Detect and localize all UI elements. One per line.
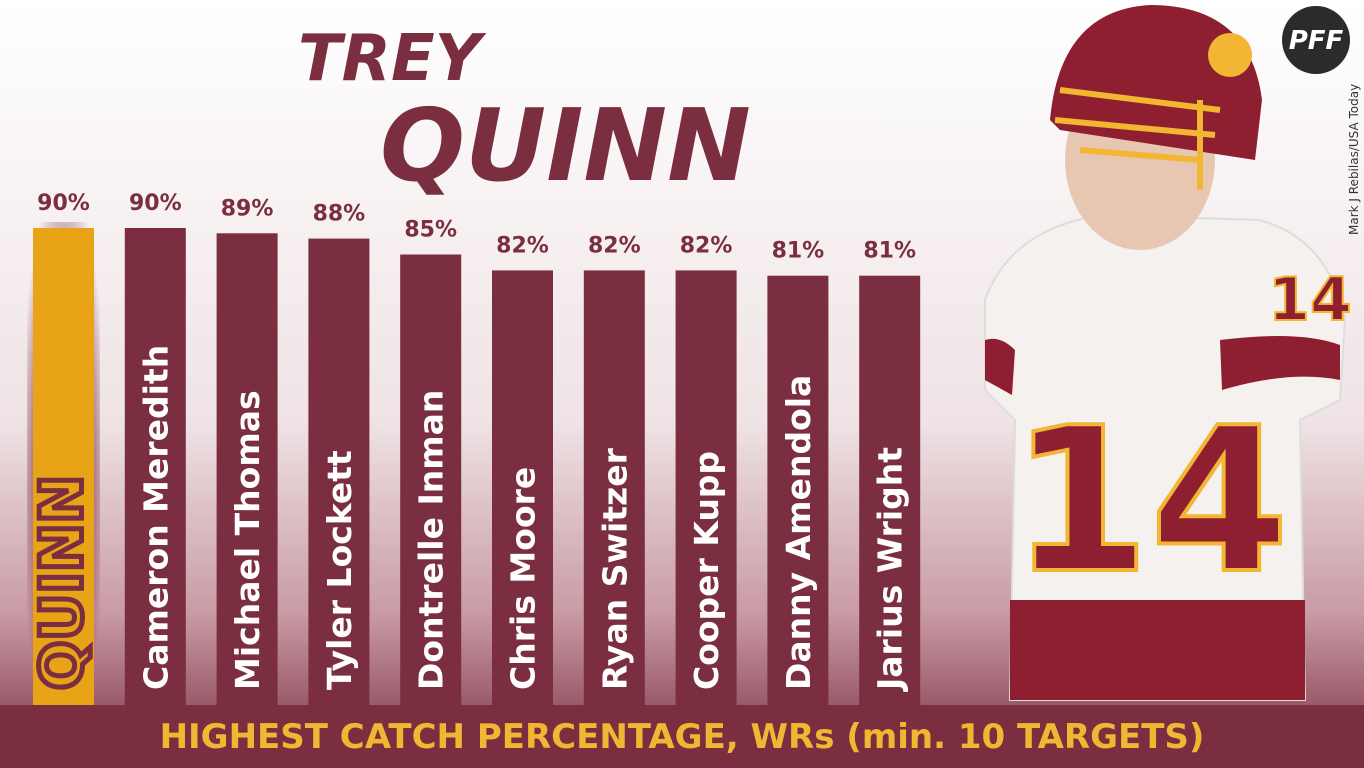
bar (308, 238, 370, 705)
photo-credit: Mark J Rebilas/USA Today (1347, 84, 1361, 235)
category-label: Cooper Kupp (687, 451, 726, 690)
player-photo: 14 14 (984, 5, 1353, 701)
bar (675, 270, 737, 705)
title-line: QUINN (380, 87, 751, 204)
category-label: Cameron Meredith (136, 345, 175, 690)
value-label: 89% (221, 196, 274, 221)
title-line: TREY (298, 22, 487, 96)
bar (859, 275, 921, 705)
value-label: 82% (588, 233, 641, 258)
value-label: 81% (863, 239, 916, 264)
logo-text: PFF (1289, 26, 1344, 56)
category-label: Ryan Switzer (595, 447, 634, 690)
value-label: 90% (37, 191, 90, 216)
value-label: 82% (496, 233, 549, 258)
bar (216, 233, 278, 706)
bar (767, 275, 829, 705)
bar (33, 228, 94, 705)
value-label: 82% (680, 233, 733, 258)
category-label: Chris Moore (504, 467, 543, 690)
svg-text:14: 14 (1268, 265, 1352, 335)
bar (583, 270, 645, 705)
logo-badge (1282, 6, 1350, 74)
category-label: Michael Thomas (228, 390, 267, 690)
bar (492, 270, 553, 705)
category-label: Jarius Wright (871, 447, 910, 692)
bar (400, 254, 462, 705)
value-label: 88% (313, 202, 366, 227)
category-label: Dontrelle Inman (412, 390, 451, 690)
value-label: 85% (404, 218, 457, 243)
svg-text:14: 14 (1011, 385, 1289, 618)
category-label: QUINN (28, 475, 96, 690)
category-label: Tyler Lockett (320, 450, 359, 690)
value-label: 81% (772, 239, 825, 264)
footer-band (0, 705, 1364, 768)
bar (124, 228, 186, 705)
category-label: Danny Amendola (779, 375, 818, 690)
value-label: 90% (129, 191, 182, 216)
footer-caption: HIGHEST CATCH PERCENTAGE, WRs (min. 10 T… (160, 717, 1205, 757)
